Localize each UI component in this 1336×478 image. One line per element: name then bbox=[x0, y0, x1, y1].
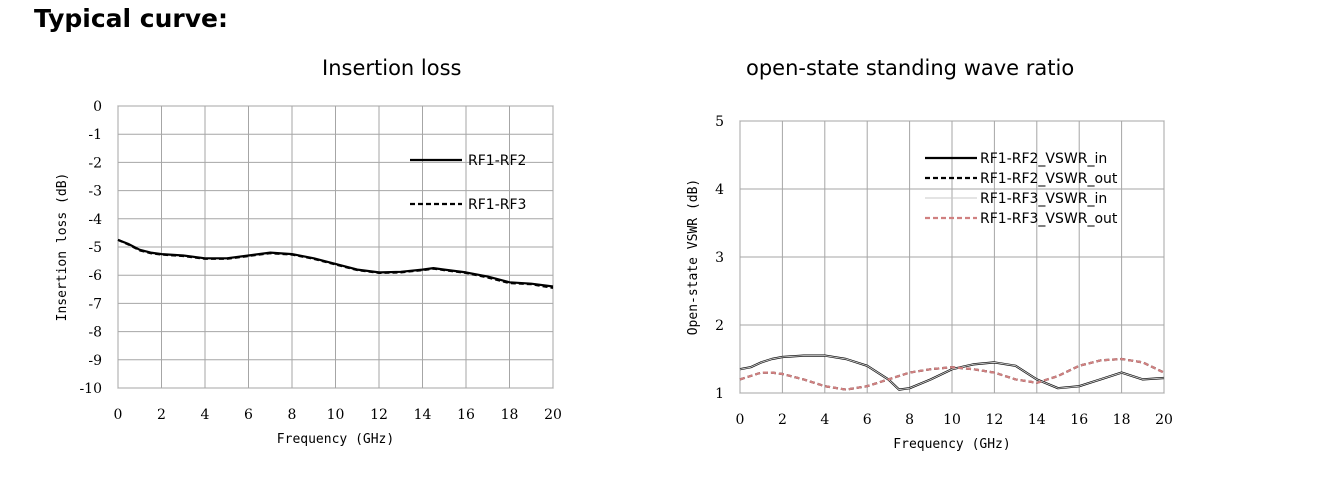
chart2-series-line-3 bbox=[739, 355, 1165, 391]
chart1-x-tick-label: 4 bbox=[201, 407, 210, 423]
chart2-y-tick-label: 3 bbox=[715, 250, 724, 266]
chart2-y-tick-label: 2 bbox=[715, 318, 724, 334]
chart2-series-line-4 bbox=[739, 357, 1165, 391]
chart1-x-tick-label: 6 bbox=[244, 407, 253, 423]
chart1-y-tick-label: -6 bbox=[88, 268, 102, 284]
chart1-y-tick-label: -3 bbox=[88, 184, 102, 200]
chart1-x-axis-label: Frequency (GHz) bbox=[277, 432, 394, 447]
chart1-x-tick-label: 8 bbox=[288, 407, 297, 423]
chart2-y-tick-label: 4 bbox=[715, 182, 724, 198]
chart1-y-tick-label: 0 bbox=[93, 99, 102, 115]
page-heading: Typical curve: bbox=[34, 4, 229, 33]
chart1-y-tick-label: -4 bbox=[88, 212, 102, 228]
chart-title-vswr: open-state standing wave ratio bbox=[746, 56, 1075, 80]
chart1-y-tick-label: -5 bbox=[88, 240, 102, 256]
chart2-x-tick-label: 12 bbox=[985, 412, 1003, 428]
chart1-y-tick-label: -2 bbox=[88, 155, 102, 171]
chart2-x-tick-label: 10 bbox=[943, 412, 961, 428]
chart2-legend-label-2: RF1-RF2_VSWR_out bbox=[980, 171, 1118, 187]
chart2-y-tick-label: 5 bbox=[715, 114, 724, 130]
chart1-x-tick-label: 12 bbox=[370, 407, 388, 423]
chart2-x-tick-label: 14 bbox=[1028, 412, 1046, 428]
chart1-y-tick-label: -10 bbox=[79, 381, 102, 397]
chart2-y-axis-label: Open-state VSWR (dB) bbox=[686, 179, 701, 336]
chart1-x-tick-label: 2 bbox=[157, 407, 166, 423]
chart1-x-tick-label: 18 bbox=[501, 407, 519, 423]
chart1-y-tick-label: -7 bbox=[88, 296, 102, 312]
chart2-x-tick-label: 6 bbox=[863, 412, 872, 428]
chart1-series-line-2 bbox=[117, 238, 554, 289]
chart2-legend-label-4: RF1-RF3_VSWR_out bbox=[980, 211, 1118, 227]
chart2-x-tick-label: 20 bbox=[1155, 412, 1173, 428]
chart2-x-tick-label: 8 bbox=[905, 412, 914, 428]
chart2-x-tick-label: 16 bbox=[1070, 412, 1088, 428]
chart1-x-tick-label: 20 bbox=[544, 407, 562, 423]
chart1-y-tick-label: -9 bbox=[88, 353, 102, 369]
chart1-x-tick-label: 14 bbox=[414, 407, 432, 423]
chart2-x-tick-label: 18 bbox=[1113, 412, 1131, 428]
chart2-x-axis-label: Frequency (GHz) bbox=[893, 437, 1010, 452]
chart2-y-tick-label: 1 bbox=[715, 386, 724, 402]
chart1-y-axis-label: Insertion loss (dB) bbox=[55, 173, 70, 322]
chart1-legend-label-2: RF1-RF3 bbox=[468, 197, 526, 213]
chart2-x-tick-label: 4 bbox=[820, 412, 829, 428]
chart-title-insertion-loss: Insertion loss bbox=[322, 56, 462, 80]
chart2-legend-label-1: RF1-RF2_VSWR_in bbox=[980, 151, 1107, 167]
chart1-x-tick-label: 16 bbox=[457, 407, 475, 423]
chart2-x-tick-label: 2 bbox=[778, 412, 787, 428]
chart1-x-tick-label: 0 bbox=[114, 407, 123, 423]
chart1-y-tick-label: -1 bbox=[88, 127, 102, 143]
chart2-legend-label-3: RF1-RF3_VSWR_in bbox=[980, 191, 1107, 207]
chart1-y-tick-label: -8 bbox=[88, 325, 102, 341]
chart1-x-tick-label: 10 bbox=[327, 407, 345, 423]
chart2-x-tick-label: 0 bbox=[736, 412, 745, 428]
chart1-legend-label-1: RF1-RF2 bbox=[468, 153, 526, 169]
